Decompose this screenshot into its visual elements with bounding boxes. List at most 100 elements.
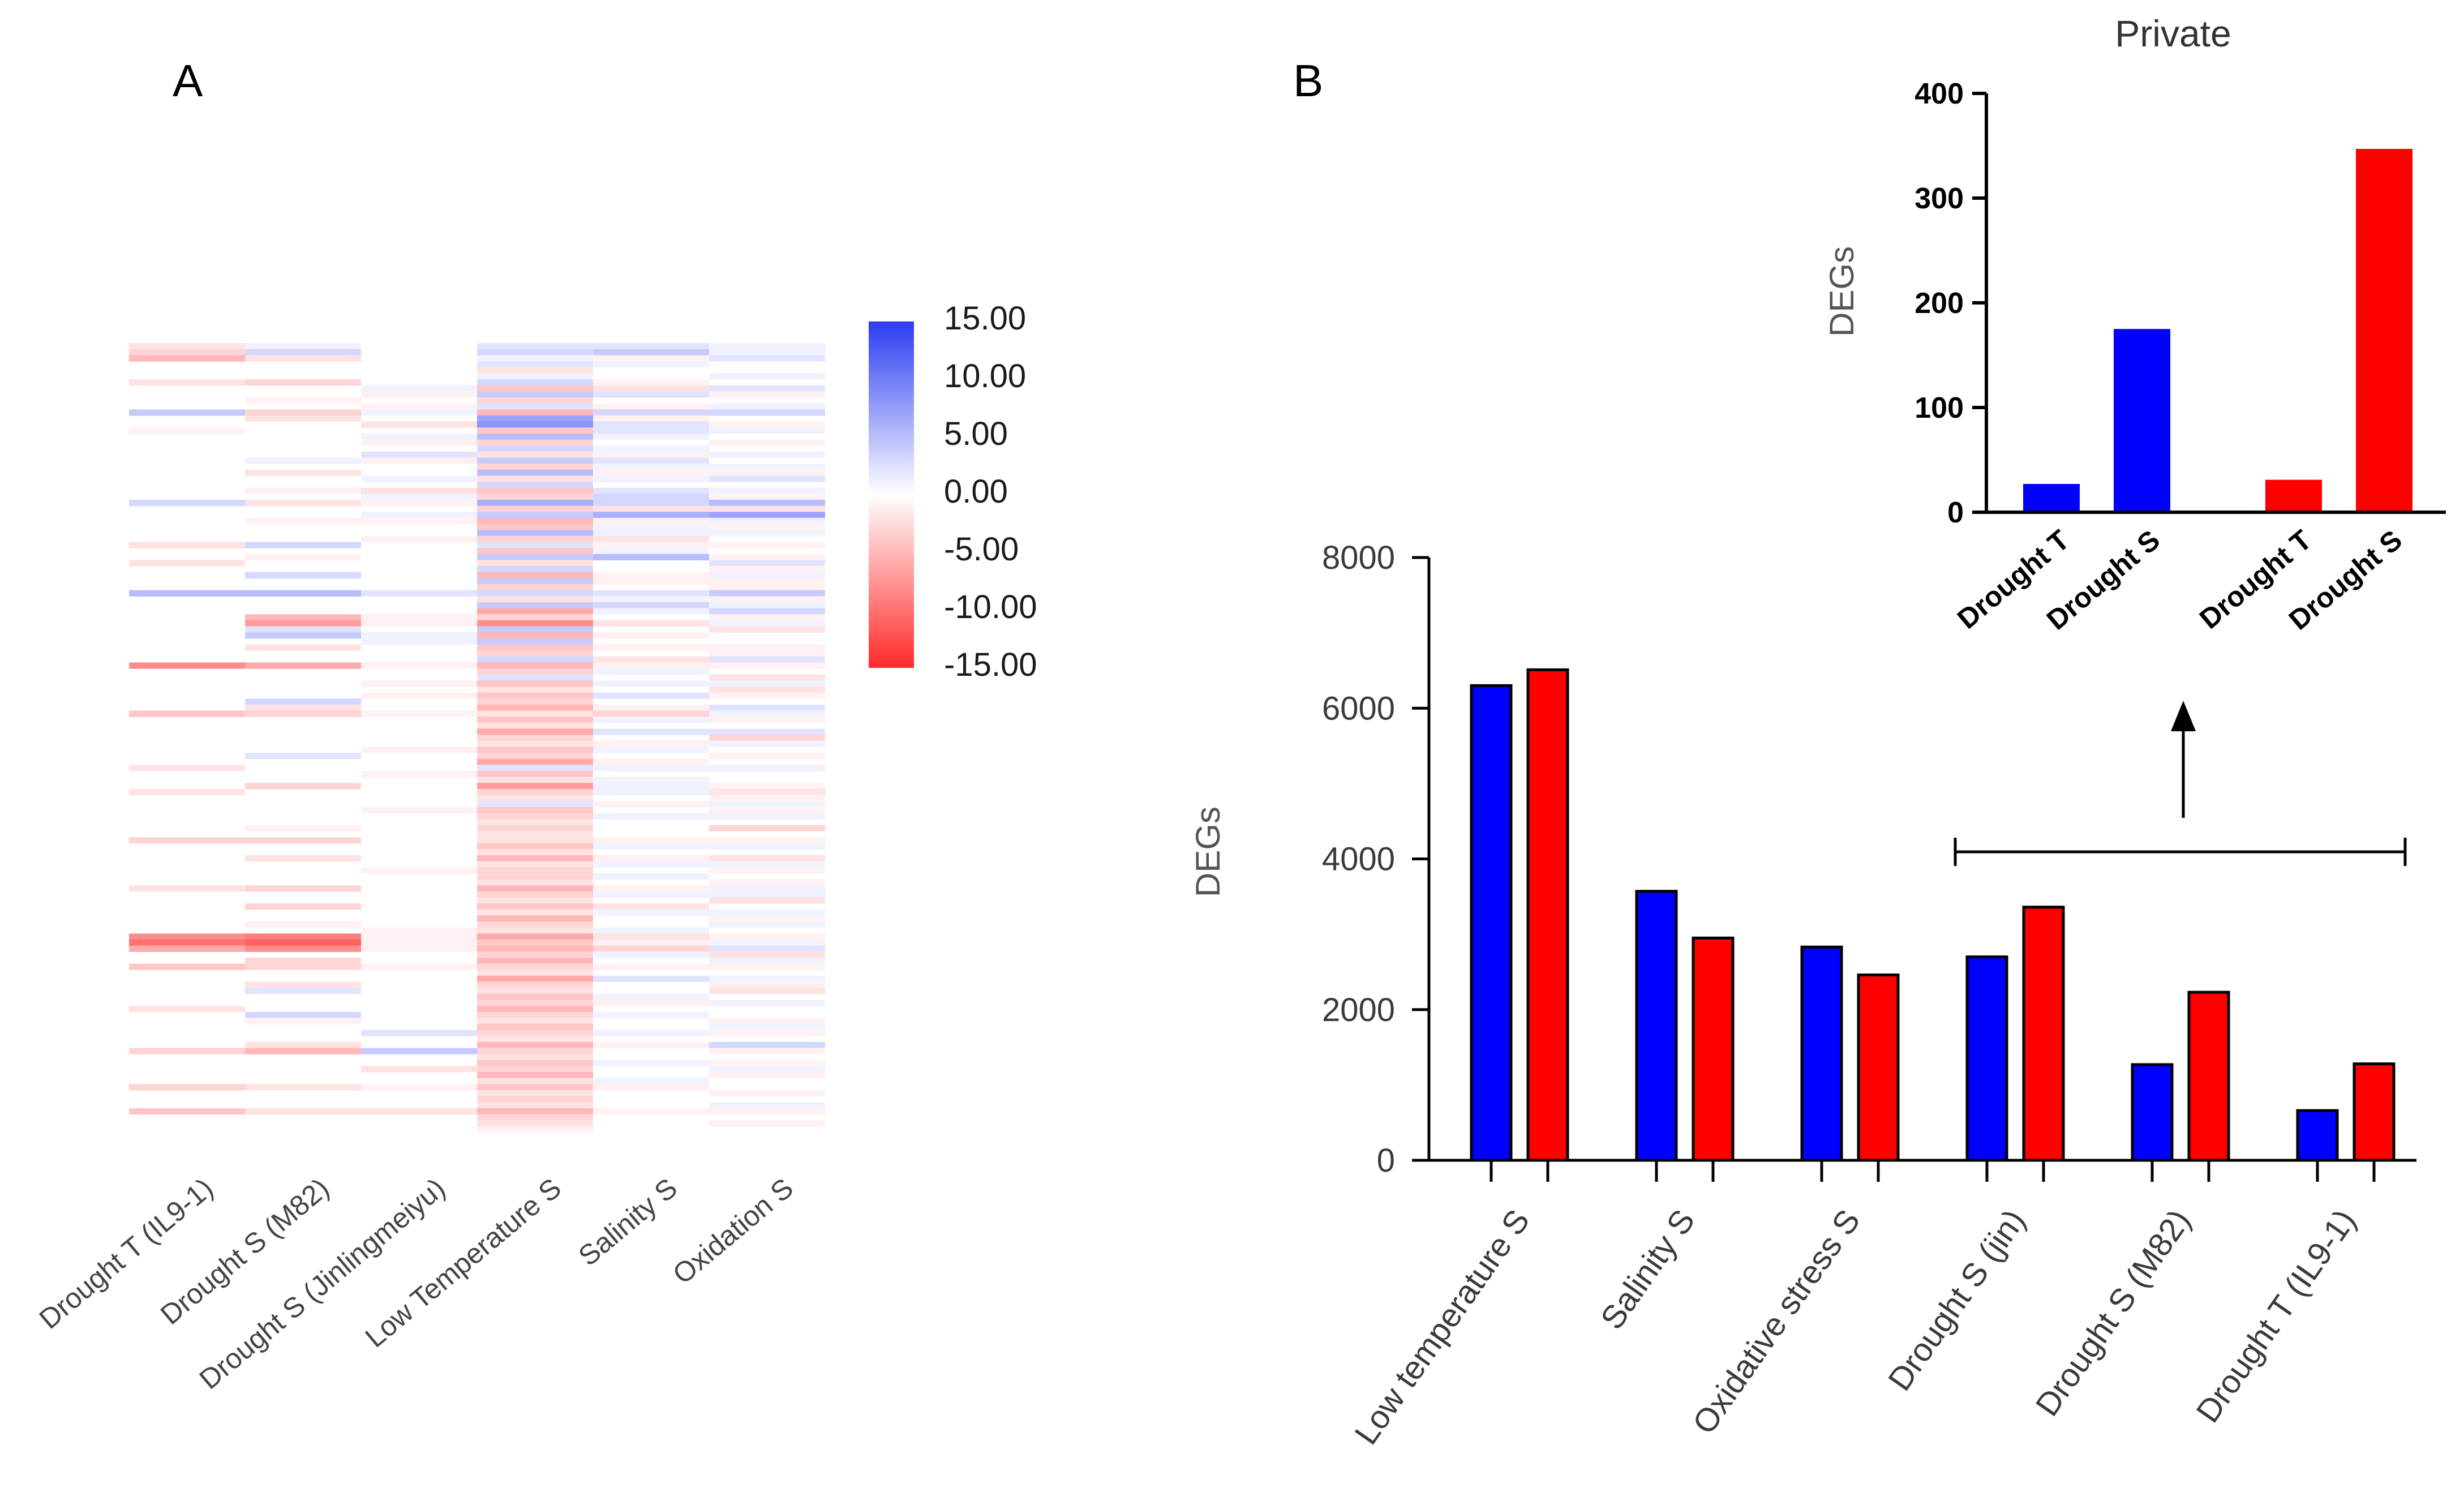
heatmap-cell <box>709 867 825 874</box>
main-y-tick-label: 0 <box>1377 1142 1395 1179</box>
main-category-label: Drought T (IL9-1) <box>2189 1203 2363 1429</box>
main-category-labels: Low temperature S Salinity S Oxidative s… <box>1347 1203 2363 1451</box>
heatmap-cell <box>477 572 593 578</box>
heatmap-cell <box>361 590 477 597</box>
heatmap-cell <box>477 704 593 711</box>
heatmap-cell <box>593 542 709 548</box>
heatmap-cell <box>477 963 593 970</box>
colorbar-tick-label: 10.00 <box>944 358 1026 395</box>
heatmap-cell <box>477 1041 593 1049</box>
heatmap-column-label: Low Temperature S <box>359 1172 567 1354</box>
heatmap-cell <box>477 391 593 398</box>
heatmap-cell <box>245 572 361 578</box>
heatmap-cell <box>477 1072 593 1079</box>
heatmap-cell <box>709 602 825 609</box>
inset-y-tick-label: 400 <box>1914 78 1964 110</box>
heatmap-cell <box>477 475 593 482</box>
heatmap-cell <box>245 379 361 386</box>
heatmap-cell <box>593 572 709 578</box>
heatmap-cell <box>477 765 593 771</box>
heatmap-cell <box>593 361 709 368</box>
heatmap-cell <box>477 500 593 507</box>
heatmap-cell <box>477 921 593 928</box>
heatmap-cell <box>361 391 477 398</box>
heatmap-cell <box>709 879 825 886</box>
heatmap-cell <box>709 939 825 946</box>
heatmap-cell <box>709 662 825 669</box>
heatmap-cell <box>477 717 593 723</box>
heatmap-cell <box>593 951 709 958</box>
heatmap-cell <box>709 355 825 362</box>
panel-label-a: A <box>173 55 203 106</box>
bracket-annotation <box>1954 701 2407 866</box>
heatmap-cell <box>477 415 593 422</box>
heatmap-cell <box>361 747 477 753</box>
heatmap-cell <box>709 512 825 518</box>
heatmap-cell <box>477 361 593 368</box>
heatmap-cell <box>477 373 593 380</box>
heatmap-cell <box>477 650 593 657</box>
heatmap-cell <box>477 825 593 831</box>
heatmap-cell <box>593 421 709 428</box>
inset-bar <box>2265 479 2322 512</box>
heatmap-cell <box>709 542 825 548</box>
heatmap-cell <box>477 445 593 452</box>
heatmap-cell <box>361 638 477 645</box>
heatmap-cell <box>361 963 477 970</box>
heatmap-cell <box>593 1084 709 1091</box>
heatmap-cell <box>709 825 825 831</box>
heatmap-cell <box>593 464 709 470</box>
colorbar-tick-label: 15.00 <box>944 300 1026 337</box>
main-bar <box>2187 991 2230 1162</box>
heatmap-cell <box>709 692 825 699</box>
heatmap-cell <box>709 945 825 952</box>
heatmap-cell <box>709 656 825 663</box>
heatmap-cell <box>709 421 825 428</box>
heatmap-cell <box>709 951 825 958</box>
heatmap-cell <box>477 951 593 958</box>
main-bars <box>1470 668 2396 1162</box>
heatmap-cell <box>245 517 361 525</box>
heatmap-cell <box>477 560 593 567</box>
heatmap-cell <box>477 505 593 512</box>
heatmap-cell <box>709 620 825 627</box>
heatmap-cell <box>477 753 593 760</box>
arrow-head <box>2171 701 2196 731</box>
heatmap-cell <box>245 632 361 639</box>
heatmap-cell <box>709 1072 825 1079</box>
heatmap-cell <box>593 379 709 386</box>
heatmap-cell <box>245 542 361 548</box>
heatmap-cell <box>593 740 709 747</box>
heatmap-cell <box>477 843 593 850</box>
heatmap-cell <box>129 710 245 717</box>
heatmap-cell <box>477 909 593 916</box>
heatmap-cell <box>129 945 245 952</box>
heatmap-cell <box>477 988 593 994</box>
heatmap-cell <box>361 403 477 410</box>
heatmap-cell <box>593 728 709 735</box>
heatmap-cell <box>709 981 825 988</box>
heatmap-cell <box>477 819 593 826</box>
heatmap-cell <box>361 535 477 543</box>
heatmap-cell <box>593 535 709 543</box>
heatmap-cell <box>593 469 709 477</box>
heatmap-column-label: Salinity S <box>572 1172 683 1272</box>
heatmap-cell <box>477 409 593 416</box>
heatmap-cell <box>709 788 825 796</box>
main-category-label: Drought S (M82) <box>2029 1203 2198 1422</box>
heatmap-cell <box>129 427 245 434</box>
heatmap-cell <box>477 433 593 440</box>
heatmap-cell <box>709 807 825 814</box>
heatmap-cell <box>245 837 361 844</box>
main-bar <box>2353 1062 2396 1162</box>
main-category-label: Oxidative stress S <box>1685 1203 1867 1440</box>
heatmap-cell <box>245 921 361 928</box>
heatmap-cell <box>593 668 709 675</box>
heatmap-cell <box>477 728 593 735</box>
heatmap-cell <box>129 837 245 844</box>
heatmap-cell <box>129 349 245 356</box>
heatmap-cell <box>709 957 825 964</box>
heatmap-cell <box>129 343 245 350</box>
heatmap-cell <box>709 464 825 470</box>
